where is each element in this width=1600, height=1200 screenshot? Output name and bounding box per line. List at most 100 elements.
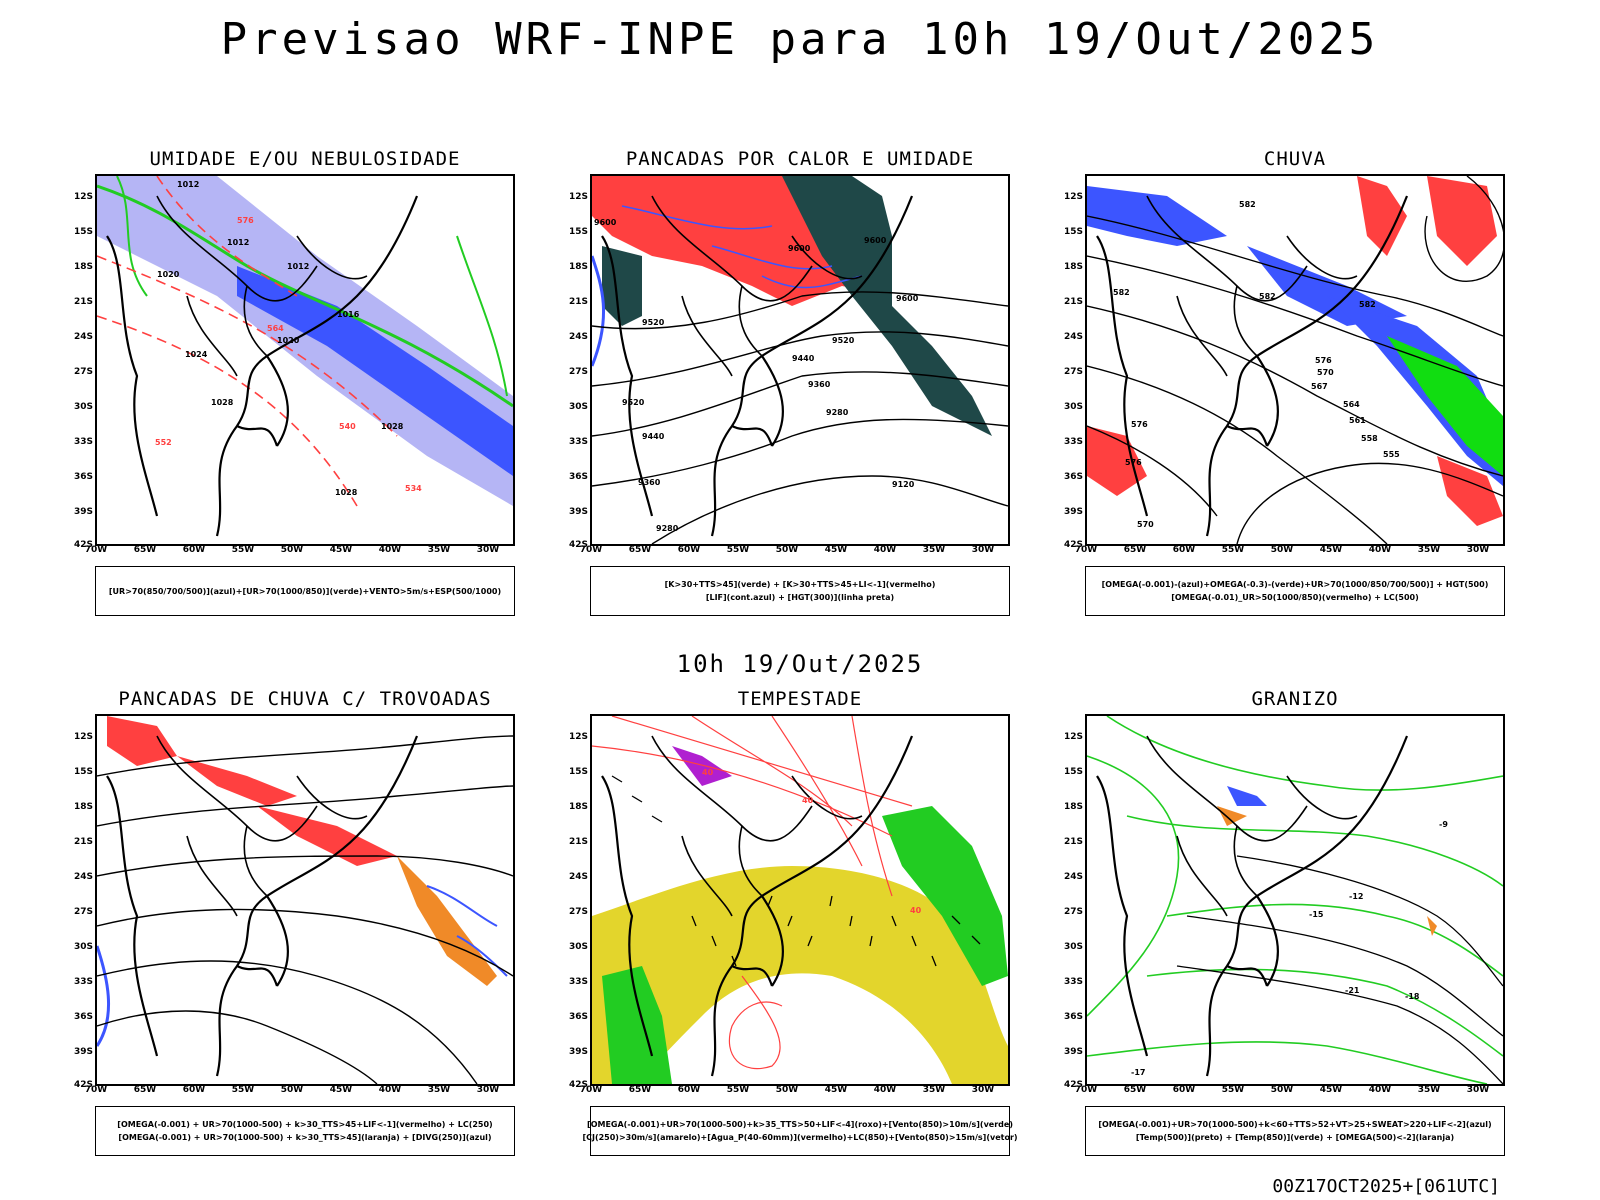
contour-label: 576	[1315, 356, 1332, 365]
lon-tick: 65W	[1123, 545, 1147, 555]
panel-title: TEMPESTADE	[737, 688, 863, 710]
lon-tick: 65W	[628, 1085, 652, 1095]
panel-title: PANCADAS DE CHUVA C/ TROVOADAS	[118, 688, 492, 710]
lon-tick: 40W	[378, 1085, 402, 1095]
map-pancadas-calor: 9600 9600 9600 9600 9520 9520 9520 9440 …	[590, 174, 1010, 546]
run-timestamp: 00Z17OCT2025+[061UTC]	[1272, 1176, 1500, 1197]
lon-tick: 40W	[873, 545, 897, 555]
lon-tick: 60W	[677, 1085, 701, 1095]
lat-tick: 24S	[1063, 872, 1083, 882]
lat-tick: 15S	[73, 767, 93, 777]
contour-label: 40	[702, 768, 714, 777]
lat-tick: 24S	[568, 332, 588, 342]
contour-label: 1028	[335, 488, 358, 497]
legend-line: [OMEGA(-0.001)+UR>70(1000-500)+k<60+TTS>…	[1098, 1120, 1492, 1129]
contour-label: 9600	[788, 244, 811, 253]
contour-label: 1012	[287, 262, 310, 271]
legend-box: [OMEGA(-0.001)-(azul)+OMEGA(-0.3)-(verde…	[1085, 566, 1505, 616]
lat-tick: 15S	[568, 767, 588, 777]
lon-tick: 65W	[133, 1085, 157, 1095]
lon-tick: 30W	[971, 1085, 995, 1095]
lat-tick: 39S	[73, 1047, 93, 1057]
contour-label: -18	[1405, 992, 1420, 1001]
lon-tick: 60W	[1172, 545, 1196, 555]
contour-label: 9520	[642, 318, 665, 327]
panel-title: PANCADAS POR CALOR E UMIDADE	[625, 148, 975, 170]
lat-tick: 33S	[568, 437, 588, 447]
contour-label: 582	[1259, 292, 1276, 301]
lon-tick: 40W	[1368, 545, 1392, 555]
contour-label: 9520	[622, 398, 645, 407]
lon-tick: 30W	[476, 545, 500, 555]
lon-tick: 45W	[824, 1085, 848, 1095]
lat-tick: 15S	[568, 227, 588, 237]
contour-label: -12	[1349, 892, 1364, 901]
lon-tick: 35W	[922, 1085, 946, 1095]
lat-tick: 39S	[73, 507, 93, 517]
lat-tick: 30S	[1063, 942, 1083, 952]
lat-tick: 36S	[568, 472, 588, 482]
legend-line: [OMEGA(-0.001)-(azul)+OMEGA(-0.3)-(verde…	[1101, 580, 1489, 589]
lat-tick: 18S	[568, 802, 588, 812]
contour-label: 582	[1359, 300, 1376, 309]
lon-tick: 50W	[775, 545, 799, 555]
lat-tick: 21S	[568, 297, 588, 307]
lon-tick: 65W	[133, 545, 157, 555]
contour-label: 561	[1349, 416, 1366, 425]
lat-tick: 42S	[73, 1080, 93, 1090]
lat-tick: 21S	[73, 837, 93, 847]
map-tempestade: 40 40 40	[590, 714, 1010, 1086]
lon-tick: 50W	[280, 545, 304, 555]
lon-tick: 65W	[1123, 1085, 1147, 1095]
map-canvas	[97, 716, 513, 1084]
lon-tick: 45W	[329, 1085, 353, 1095]
lat-tick: 33S	[568, 977, 588, 987]
lat-tick: 18S	[568, 262, 588, 272]
map-canvas	[592, 716, 1008, 1084]
lon-tick: 70W	[579, 545, 603, 555]
lat-tick: 12S	[73, 192, 93, 202]
contour-label: 9120	[892, 480, 915, 489]
map-canvas	[1087, 716, 1503, 1084]
panel-granizo: GRANIZO -12 -15 -18 -21 -9 -17 12S 15S 1…	[1064, 688, 1505, 1158]
contour-label: 9360	[638, 478, 661, 487]
legend-box: [OMEGA(-0.001)+UR>70(1000-500)+k<60+TTS>…	[1085, 1106, 1505, 1156]
lat-tick: 18S	[73, 262, 93, 272]
lat-tick: 39S	[568, 507, 588, 517]
contour-label: 582	[1239, 200, 1256, 209]
map-canvas	[1087, 176, 1503, 544]
contour-label: -15	[1309, 910, 1324, 919]
lat-tick: 24S	[1063, 332, 1083, 342]
lat-tick: 30S	[568, 402, 588, 412]
contour-label: 9280	[826, 408, 849, 417]
lat-tick: 24S	[568, 872, 588, 882]
contour-label: 40	[802, 796, 814, 805]
page-title: Previsao WRF-INPE para 10h 19/Out/2025	[220, 14, 1380, 65]
lat-tick: 21S	[73, 297, 93, 307]
panel-pancadas-calor: PANCADAS POR CALOR E UMIDADE 9600 9600 9…	[569, 148, 1010, 618]
lon-tick: 30W	[1466, 1085, 1490, 1095]
lon-tick: 50W	[1270, 545, 1294, 555]
contour-label: 1028	[211, 398, 234, 407]
legend-line: [LIF](cont.azul) + [HGT(300)](linha pret…	[705, 593, 895, 602]
map-umidade: 1012 1012 1012 1020 1024 1028 1028 1028 …	[95, 174, 515, 546]
lon-tick: 60W	[1172, 1085, 1196, 1095]
lon-tick: 50W	[775, 1085, 799, 1095]
contour-label: 40	[910, 906, 922, 915]
lon-tick: 50W	[280, 1085, 304, 1095]
lat-tick: 42S	[1063, 540, 1083, 550]
lon-tick: 70W	[579, 1085, 603, 1095]
lon-tick: 35W	[922, 545, 946, 555]
secondary-title: 10h 19/Out/2025	[676, 650, 924, 678]
map-canvas	[97, 176, 513, 544]
contour-label: 570	[1137, 520, 1154, 529]
lat-tick: 39S	[1063, 1047, 1083, 1057]
legend-line: [OMEGA(-0.001) + UR>70(1000-500) + k>30_…	[117, 1120, 493, 1129]
legend-line: [K>30+TTS>45](verde) + [K>30+TTS>45+LI<-…	[664, 580, 936, 589]
lon-tick: 70W	[84, 545, 108, 555]
lat-tick: 12S	[568, 192, 588, 202]
contour-label: 9600	[896, 294, 919, 303]
lat-tick: 24S	[73, 332, 93, 342]
lon-tick: 45W	[1319, 545, 1343, 555]
contour-label: 9600	[864, 236, 887, 245]
